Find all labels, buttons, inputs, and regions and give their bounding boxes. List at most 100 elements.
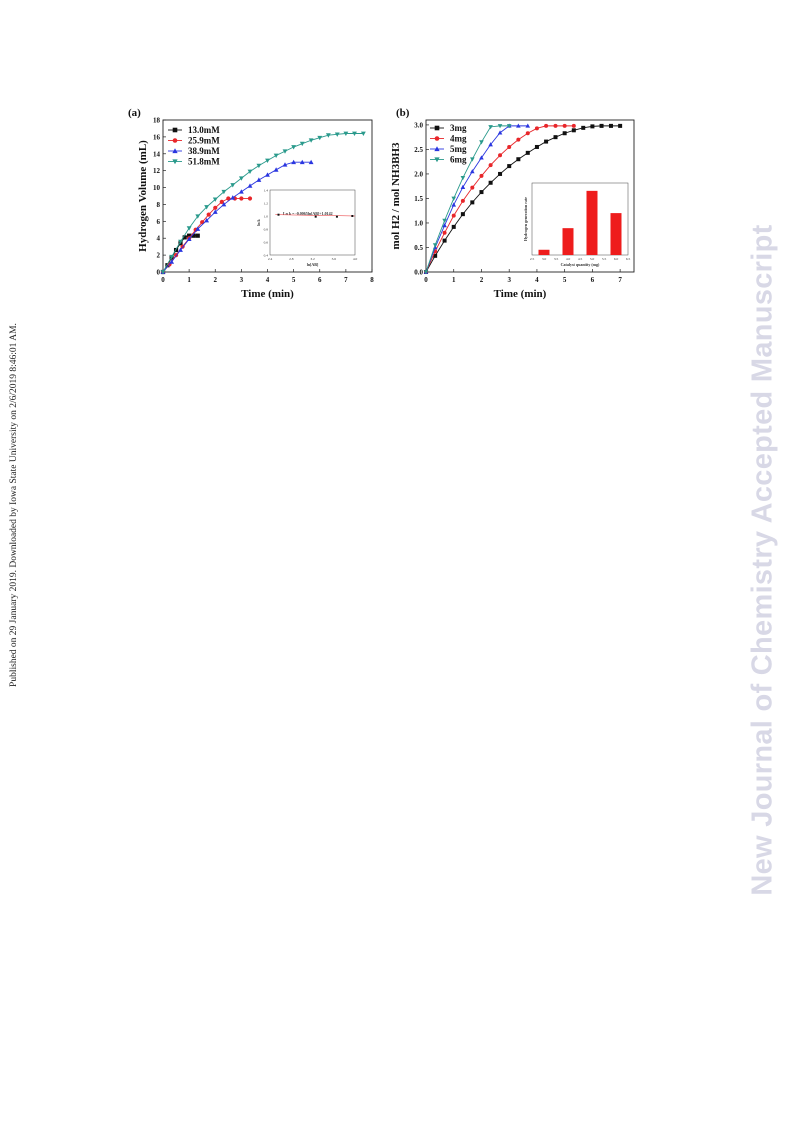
panel-b-data-point bbox=[432, 243, 438, 248]
panel-a-data-point bbox=[247, 196, 253, 201]
panel-a-legend-marker bbox=[172, 138, 178, 143]
panel-b-legend-marker bbox=[434, 157, 440, 163]
panel-a-x-tick-label: 2 bbox=[214, 276, 218, 284]
panel-b-legend-marker bbox=[434, 146, 440, 152]
panel-b-data-point bbox=[516, 137, 521, 142]
panel-b-data-point bbox=[479, 173, 484, 178]
panel-b-y-tick-label: 1.0 bbox=[414, 219, 423, 227]
panel-a-data-point bbox=[178, 239, 183, 245]
panel-b-data-point bbox=[534, 126, 539, 131]
panel-b-series-0 bbox=[424, 123, 623, 274]
panel-b-data-point bbox=[460, 198, 465, 203]
panel-b-x-tick-label: 6 bbox=[591, 276, 595, 284]
panel-a-inset-point bbox=[314, 215, 317, 218]
panel-b-y-tick-label: 2.5 bbox=[414, 146, 423, 154]
panel-b-data-point bbox=[470, 157, 475, 162]
panel-a-x-axis-label: Time (min) bbox=[241, 288, 294, 300]
panel-b-data-point bbox=[442, 238, 447, 243]
panel-b-data-point bbox=[479, 155, 484, 160]
panel-b-inset-bar bbox=[538, 249, 550, 255]
panel-b-data-point bbox=[460, 184, 466, 189]
panel-b-data-point bbox=[525, 123, 531, 128]
panel-a-data-point bbox=[352, 131, 357, 137]
panel-b-data-point bbox=[599, 123, 604, 128]
panel-a-inset-y-tick: 0.6 bbox=[264, 240, 269, 244]
panel-b-series-1 bbox=[424, 123, 576, 274]
panel-a-x-tick-label: 0 bbox=[161, 276, 165, 284]
panel-b-data-point bbox=[590, 124, 595, 129]
panel-b-data-point bbox=[534, 144, 539, 149]
panel-b-y-tick-label: 0.5 bbox=[414, 244, 423, 252]
panel-a-y-tick-label: 16 bbox=[153, 133, 161, 141]
panel-b-data-point bbox=[451, 196, 457, 201]
panel-a-data-point bbox=[360, 131, 366, 137]
panel-a-data-point bbox=[317, 135, 323, 141]
panel-a-inset-point bbox=[351, 215, 354, 217]
panel-a-data-point bbox=[291, 159, 297, 165]
panel-a-data-point bbox=[160, 270, 166, 275]
panel-b-data-point bbox=[498, 153, 503, 158]
panel-b-inset-x-tick: 6.0 bbox=[614, 257, 619, 261]
panel-a-data-point bbox=[186, 226, 192, 231]
panel-a-data-point bbox=[343, 131, 349, 137]
panel-b-data-point bbox=[553, 123, 558, 128]
panel-a-label: (a) bbox=[128, 107, 141, 119]
panel-b-data-point bbox=[442, 223, 447, 228]
panel-b-data-point bbox=[479, 140, 484, 145]
panel-a-data-point bbox=[282, 149, 288, 154]
panel-b-data-point bbox=[525, 131, 530, 136]
panel-a-data-point bbox=[212, 197, 218, 202]
panel-a-legend-entry: 25.9mM bbox=[188, 136, 220, 146]
panel-a-y-tick-label: 12 bbox=[153, 167, 161, 175]
panel-a-data-point bbox=[265, 172, 270, 177]
panel-a-data-point bbox=[213, 205, 218, 210]
panel-b-plot-frame bbox=[425, 119, 635, 273]
panel-b-series-line bbox=[425, 125, 621, 273]
panel-b-inset-x-tick: 6.5 bbox=[626, 257, 631, 261]
panel-b-data-point bbox=[488, 163, 493, 168]
panel-b-data-point bbox=[571, 128, 576, 133]
panel-b-data-point bbox=[451, 224, 456, 229]
panel-b-label: (b) bbox=[396, 107, 410, 119]
panel-b-y-tick-label: 3.0 bbox=[414, 121, 423, 129]
panel-b-inset-x-tick: 5.5 bbox=[602, 257, 607, 261]
panel-a-series-2 bbox=[160, 159, 314, 274]
panel-a-x-tick-label: 4 bbox=[266, 276, 270, 284]
panel-a-inset-x-label: ln[AB] bbox=[307, 262, 319, 267]
panel-b-inset-bar bbox=[610, 213, 622, 255]
panel-b-legend-entry: 5mg bbox=[450, 144, 467, 154]
panel-a-inset-y-tick: 0.4 bbox=[264, 253, 269, 257]
panel-b-y-tick-label: 0.0 bbox=[414, 269, 423, 277]
panel-a-data-point bbox=[186, 236, 192, 241]
panel-b-data-point bbox=[451, 213, 456, 218]
panel-a-data-point bbox=[221, 189, 227, 195]
panel-a-x-tick-label: 5 bbox=[292, 276, 296, 284]
panel-a-x-tick-label: 8 bbox=[370, 276, 374, 284]
panel-a-inset-y-tick: 1.4 bbox=[264, 188, 269, 192]
panel-a-inset-x-tick: 3.2 bbox=[310, 257, 315, 261]
panel-b-x-tick-label: 7 bbox=[618, 276, 622, 284]
panel-a-inset-point bbox=[277, 213, 280, 216]
panel-b-legend-entry: 4mg bbox=[450, 134, 467, 144]
panel-b-data-point bbox=[506, 124, 512, 129]
panel-b-inset-y-label: Hydrogen generation rate bbox=[523, 197, 528, 241]
panel-b-data-point bbox=[525, 150, 530, 155]
panel-a-data-point bbox=[221, 201, 227, 207]
chart-panel-b: (b) 0 1 2 3 4 5 6 7 0.0 0.5 1.0 1.5 2.0 2.5 3.0 Time (mi… bbox=[390, 107, 635, 300]
panel-a-data-point bbox=[230, 183, 236, 188]
panel-a-inset-y-tick: 1.2 bbox=[264, 201, 269, 205]
panel-b-inset-x-tick: 3.0 bbox=[542, 257, 547, 261]
panel-a-x-tick-label: 1 bbox=[187, 276, 191, 284]
panel-a-data-point bbox=[238, 189, 244, 194]
panel-b-x-tick-label: 4 bbox=[535, 276, 539, 284]
panel-b-data-point bbox=[460, 212, 465, 217]
panel-b-data-point bbox=[451, 202, 457, 207]
panel-a-data-point bbox=[299, 141, 305, 147]
panel-a-inset-x-tick: 2.4 bbox=[268, 257, 273, 261]
panel-a-data-point bbox=[308, 138, 314, 143]
panel-b-data-point bbox=[488, 180, 493, 185]
panel-b-data-point bbox=[544, 139, 549, 144]
panel-a-data-point bbox=[191, 233, 196, 238]
